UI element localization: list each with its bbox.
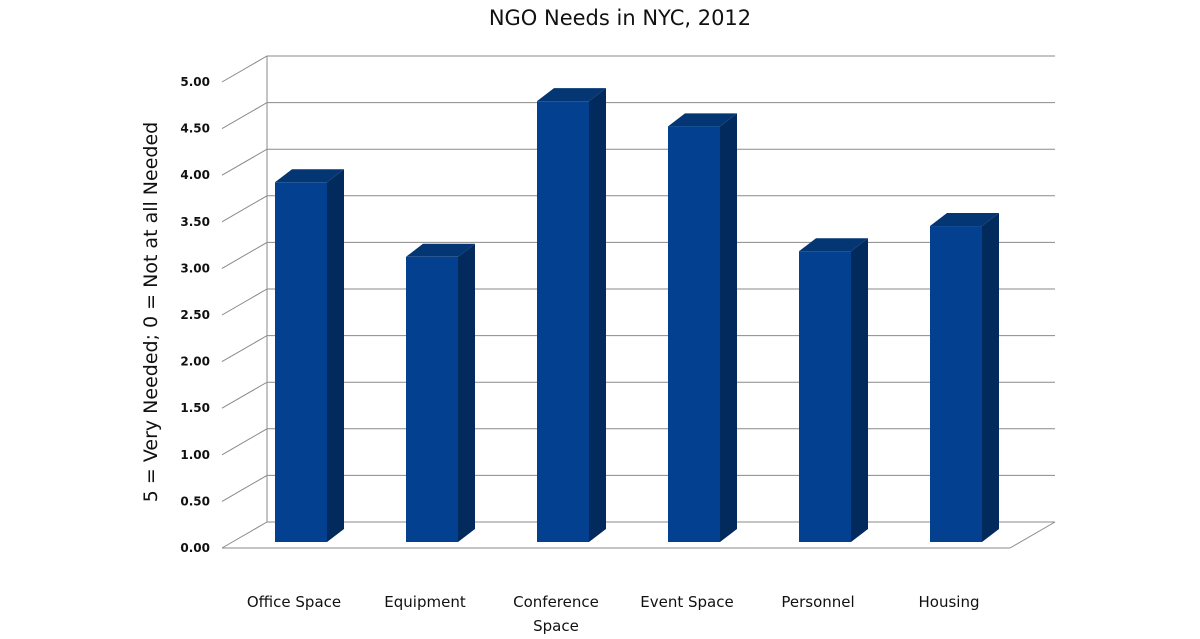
category-label: Housing (919, 593, 980, 611)
bar-top (930, 213, 999, 227)
bar (930, 213, 999, 542)
bars (275, 88, 999, 543)
bar-top (537, 88, 606, 102)
category-label: Equipment (384, 593, 466, 611)
category-labels: Office Space Equipment Conference Space Even… (247, 593, 980, 635)
bar (799, 238, 868, 542)
bar-front (537, 101, 589, 542)
category-label: Office Space (247, 593, 341, 611)
bar-top (799, 238, 868, 252)
gridline (221, 55, 1055, 83)
y-tick-label: 0.50 (180, 494, 210, 508)
category-label: Event Space (640, 593, 733, 611)
floor-side-edge (1009, 521, 1056, 549)
bar-top (406, 243, 475, 257)
y-tick-label: 0.00 (180, 541, 210, 555)
bar-side (720, 113, 737, 542)
y-tick-label: 5.00 (180, 75, 210, 89)
bar-top (275, 169, 344, 183)
y-tick-label: 2.00 (180, 355, 210, 369)
bar-side (458, 243, 475, 543)
category-label: Personnel (781, 593, 854, 611)
y-axis-label: 5 = Very Needed; 0 = Not at all Needed (140, 122, 162, 502)
bar-side (851, 238, 868, 542)
bar (537, 88, 606, 542)
bar-front (668, 126, 720, 542)
gridline (221, 148, 1055, 176)
bar-side (327, 169, 344, 543)
y-tick-label: 2.50 (180, 308, 210, 322)
bar-front (275, 182, 327, 543)
bar (668, 113, 737, 542)
y-tick-label: 4.50 (180, 122, 210, 136)
bar-side (982, 213, 999, 542)
bar (406, 243, 475, 543)
y-tick-label: 3.50 (180, 215, 210, 229)
bar-front (930, 226, 982, 542)
bar-front (406, 256, 458, 542)
y-tick-label: 3.00 (180, 261, 210, 275)
gridline (221, 102, 1055, 130)
gridline (221, 195, 1055, 223)
y-tick-label: 1.50 (180, 401, 210, 415)
bar-side (589, 88, 606, 542)
y-tick-label: 1.00 (180, 448, 210, 462)
gridlines (221, 55, 1056, 549)
bar (275, 169, 344, 543)
chart-title: NGO Needs in NYC, 2012 (489, 6, 751, 30)
bar-top (668, 113, 737, 127)
y-tick-label: 4.00 (180, 168, 210, 182)
category-label: Conference Space (513, 593, 599, 635)
y-tick-labels: 0.00 0.50 1.00 1.50 2.00 2.50 3.00 3.50 4.00 4.50… (180, 75, 210, 555)
bar-front (799, 251, 851, 542)
